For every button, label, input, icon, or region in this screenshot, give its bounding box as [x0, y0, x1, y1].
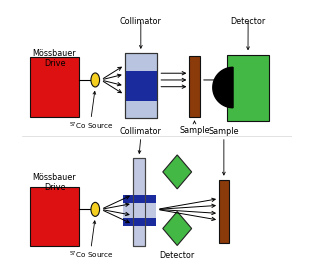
Text: Collimator: Collimator: [120, 127, 162, 136]
Bar: [133, 159, 145, 246]
Bar: [30, 57, 79, 117]
Polygon shape: [163, 212, 192, 246]
Text: Mössbauer
Drive: Mössbauer Drive: [33, 49, 76, 68]
Bar: [125, 53, 157, 118]
Text: Mössbauer
Drive: Mössbauer Drive: [33, 173, 76, 192]
Bar: [189, 56, 200, 117]
Bar: [123, 195, 156, 226]
Bar: [123, 203, 156, 218]
Text: $^{57}$Co Source: $^{57}$Co Source: [68, 121, 113, 132]
Ellipse shape: [91, 73, 100, 87]
Bar: [227, 55, 269, 121]
Text: Collimator: Collimator: [120, 17, 162, 26]
Polygon shape: [163, 155, 192, 189]
Text: $^{57}$Co Source: $^{57}$Co Source: [68, 250, 113, 262]
Text: Sample: Sample: [208, 127, 239, 136]
Polygon shape: [213, 67, 233, 108]
Text: Detector: Detector: [160, 250, 195, 260]
Bar: [219, 180, 229, 243]
Text: Sample: Sample: [179, 126, 210, 135]
Bar: [125, 53, 157, 118]
Ellipse shape: [91, 202, 100, 216]
Bar: [30, 187, 79, 246]
Text: Detector: Detector: [230, 17, 266, 26]
Bar: [133, 159, 145, 246]
Bar: [125, 71, 157, 101]
